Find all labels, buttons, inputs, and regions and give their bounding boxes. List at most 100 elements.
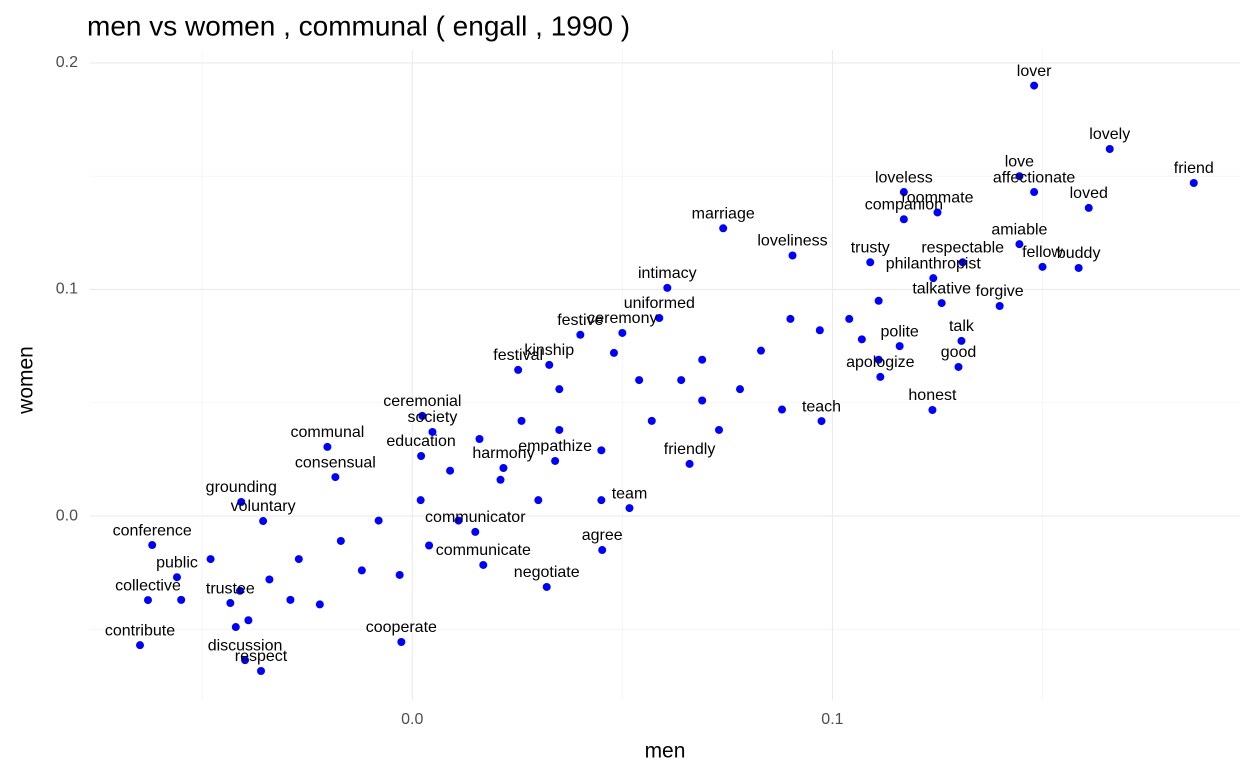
point — [933, 208, 942, 217]
point — [655, 314, 664, 323]
point — [357, 566, 366, 575]
point-label: trustee — [206, 580, 255, 597]
point — [609, 348, 618, 357]
point — [895, 342, 904, 351]
point — [374, 516, 383, 525]
point — [323, 442, 332, 451]
point — [555, 425, 564, 434]
point — [136, 641, 144, 650]
point — [685, 459, 694, 468]
point — [237, 497, 246, 506]
point-label: communicator — [425, 509, 526, 526]
point-label: companion — [865, 196, 943, 213]
point — [958, 258, 967, 267]
point — [719, 224, 728, 233]
y-tick-label: 0.2 — [56, 54, 78, 71]
point — [714, 425, 723, 434]
x-axis-label: men — [645, 740, 686, 763]
point — [899, 215, 908, 224]
point — [514, 365, 523, 374]
point — [736, 385, 744, 394]
point — [177, 595, 186, 604]
point — [778, 405, 787, 414]
point — [226, 599, 235, 608]
point — [1030, 188, 1039, 197]
point-label: marriage — [692, 206, 755, 223]
point-label: fellow — [1022, 244, 1063, 261]
point-label: voluntary — [231, 498, 296, 515]
point — [395, 570, 404, 579]
point — [597, 496, 606, 505]
point — [534, 496, 543, 505]
point — [1074, 263, 1083, 272]
point — [954, 362, 963, 371]
point — [475, 435, 484, 444]
point-label: collective — [115, 577, 181, 594]
point-label: loveliness — [757, 233, 827, 250]
point-label: forgive — [976, 283, 1024, 300]
point-label: polite — [881, 323, 919, 340]
point-label: ceremonial — [383, 393, 461, 410]
point — [929, 274, 938, 283]
point — [845, 314, 854, 323]
point — [1189, 178, 1198, 187]
point-label: ceremony — [587, 310, 657, 327]
point-label: roommate — [901, 190, 973, 207]
point — [788, 251, 797, 260]
point-label: cooperate — [366, 619, 437, 636]
point — [286, 595, 295, 604]
point-label: grounding — [206, 479, 277, 496]
point — [545, 360, 554, 369]
point — [757, 346, 766, 355]
point-label: affectionate — [993, 169, 1076, 186]
point-label: respect — [235, 648, 288, 665]
point-label: lover — [1017, 63, 1052, 80]
point — [496, 475, 505, 484]
point — [625, 504, 634, 513]
point — [937, 299, 946, 308]
point — [428, 427, 437, 436]
point — [336, 536, 345, 545]
point — [172, 573, 181, 582]
point — [517, 416, 526, 425]
point-label: buddy — [1057, 245, 1101, 262]
point — [857, 335, 866, 344]
point — [928, 406, 937, 415]
point — [454, 516, 463, 525]
y-tick-label: 0.0 — [56, 507, 78, 524]
point — [647, 416, 656, 425]
point — [244, 616, 253, 625]
point — [542, 582, 551, 591]
point — [899, 188, 908, 197]
point-label: contribute — [105, 622, 175, 639]
point — [817, 417, 826, 426]
point — [1015, 172, 1024, 181]
point-label: empathize — [518, 438, 592, 455]
point — [236, 586, 244, 595]
point — [148, 541, 157, 550]
point — [698, 355, 707, 364]
point-label: philanthropist — [886, 255, 982, 272]
x-tick-label: 0.1 — [821, 711, 843, 728]
point — [876, 372, 885, 381]
point-label: consensual — [295, 454, 376, 471]
point — [866, 258, 875, 267]
point-label: apologize — [846, 354, 915, 371]
point — [425, 541, 434, 550]
point-label: uniformed — [624, 295, 695, 312]
point — [555, 385, 564, 394]
point — [598, 546, 607, 555]
point-label: education — [386, 433, 455, 450]
point-label: lovely — [1089, 126, 1130, 143]
point-label: negotiate — [514, 564, 580, 581]
point-label: good — [941, 344, 977, 361]
point-label: team — [612, 485, 648, 502]
chart-title: men vs women , communal ( engall , 1990 … — [87, 10, 630, 41]
point — [677, 376, 686, 385]
point — [874, 355, 883, 364]
point — [265, 575, 274, 584]
point — [1038, 262, 1047, 271]
point — [957, 336, 966, 345]
